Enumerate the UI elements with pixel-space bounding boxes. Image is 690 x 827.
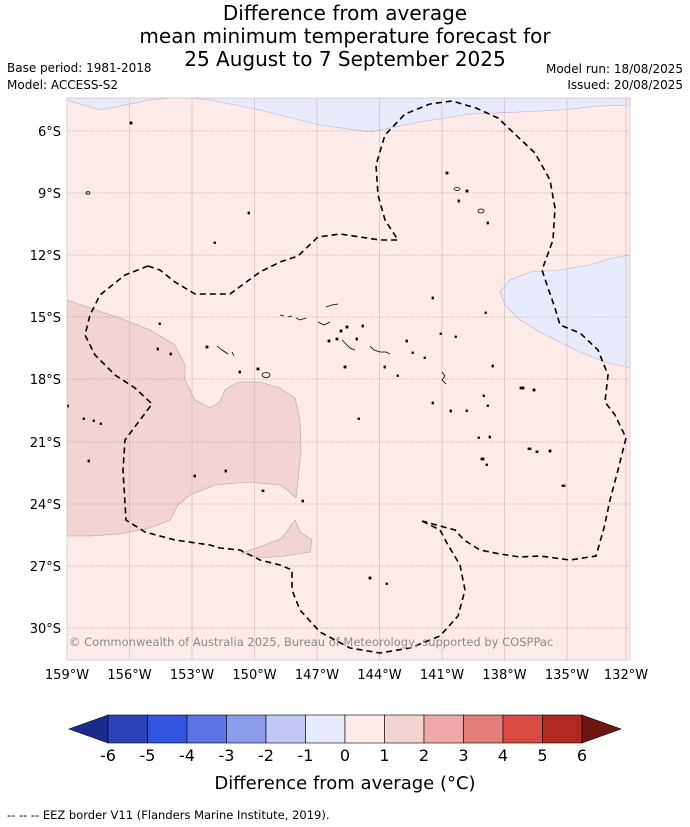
lat-label: 12°S <box>30 249 61 264</box>
lat-label: 18°S <box>30 373 61 388</box>
lon-label: 150°W <box>232 668 276 683</box>
colorbar-tick-label: 5 <box>537 746 547 765</box>
warm-anomaly-region-south <box>240 519 313 559</box>
colorbar-segment <box>423 714 464 744</box>
longitude-labels: 159°W 156°W 153°W 150°W 147°W 144°W 141°… <box>45 668 648 683</box>
colorbar-segment <box>147 714 188 744</box>
colorbar-tick-label: -4 <box>179 746 195 765</box>
colorbar-segment <box>265 714 306 744</box>
lon-label: 132°W <box>604 668 648 683</box>
colorbar-tick-label: 0 <box>340 746 350 765</box>
colorbar-extend-high <box>581 714 622 744</box>
eez-border-main <box>84 265 466 654</box>
islands <box>67 121 566 585</box>
eez-legend: -- -- -- EEZ border V11 (Flanders Marine… <box>7 808 330 822</box>
colorbar-tick-label: 3 <box>458 746 468 765</box>
colorbar-tick-label: -1 <box>298 746 314 765</box>
colorbar-tick-label: -5 <box>140 746 156 765</box>
lat-label: 24°S <box>30 498 61 513</box>
colorbar <box>68 714 622 744</box>
lon-label: 138°W <box>482 668 526 683</box>
lat-label: 15°S <box>30 311 61 326</box>
base-period: Base period: 1981-2018 <box>7 61 152 75</box>
colorbar-tick-label: -6 <box>100 746 116 765</box>
copyright-notice: © Commonwealth of Australia 2025, Bureau… <box>69 635 553 649</box>
lon-label: 159°W <box>45 668 89 683</box>
colorbar-tick-labels: -6 -5 -4 -3 -2 -1 0 1 2 3 4 5 6 <box>100 746 587 765</box>
cool-anomaly-region-north <box>67 98 630 133</box>
cool-anomaly-region-east <box>499 254 630 369</box>
colorbar-segment <box>305 714 346 744</box>
lat-label: 6°S <box>38 125 61 140</box>
colorbar-segment <box>186 714 227 744</box>
model-name: Model: ACCESS-S2 <box>7 78 119 92</box>
colorbar-segment <box>384 714 425 744</box>
lat-label: 30°S <box>30 622 61 637</box>
lon-label: 141°W <box>420 668 464 683</box>
colorbar-segment <box>463 714 504 744</box>
lon-label: 153°W <box>170 668 214 683</box>
colorbar-segment <box>542 714 583 744</box>
map-frame <box>66 97 631 661</box>
colorbar-segment <box>502 714 543 744</box>
colorbar-segment <box>226 714 267 744</box>
colorbar-tick-label: 6 <box>577 746 587 765</box>
colorbar-title: Difference from average (°C) <box>214 773 476 794</box>
eez-border-upper <box>147 100 627 561</box>
lon-label: 135°W <box>545 668 589 683</box>
colorbar-tick-label: -2 <box>258 746 274 765</box>
title-line3: 25 August to 7 September 2025 <box>184 47 506 71</box>
colorbar-tick-label: 4 <box>498 746 508 765</box>
colorbar-segment <box>107 714 148 744</box>
colorbar-extend-low <box>68 714 109 744</box>
colorbar-tick-label: 2 <box>419 746 429 765</box>
warm-anomaly-region-west <box>67 299 302 537</box>
colorbar-tick-label: -3 <box>219 746 235 765</box>
lat-label: 27°S <box>30 560 61 575</box>
latitude-labels: 6°S 9°S 12°S 15°S 18°S 21°S 24°S 27°S 30… <box>30 125 61 637</box>
colorbar-segment <box>344 714 385 744</box>
lon-label: 147°W <box>295 668 339 683</box>
model-run: Model run: 18/08/2025 <box>545 62 683 76</box>
map-plot-area <box>67 98 630 660</box>
lon-label: 144°W <box>357 668 401 683</box>
lon-label: 156°W <box>107 668 151 683</box>
lat-label: 21°S <box>30 436 61 451</box>
colorbar-tick-label: 1 <box>379 746 389 765</box>
title-line1: Difference from average <box>222 1 468 25</box>
issued-date: Issued: 20/08/2025 <box>567 78 683 92</box>
lat-label: 9°S <box>38 187 61 202</box>
title-line2: mean minimum temperature forecast for <box>139 24 551 48</box>
